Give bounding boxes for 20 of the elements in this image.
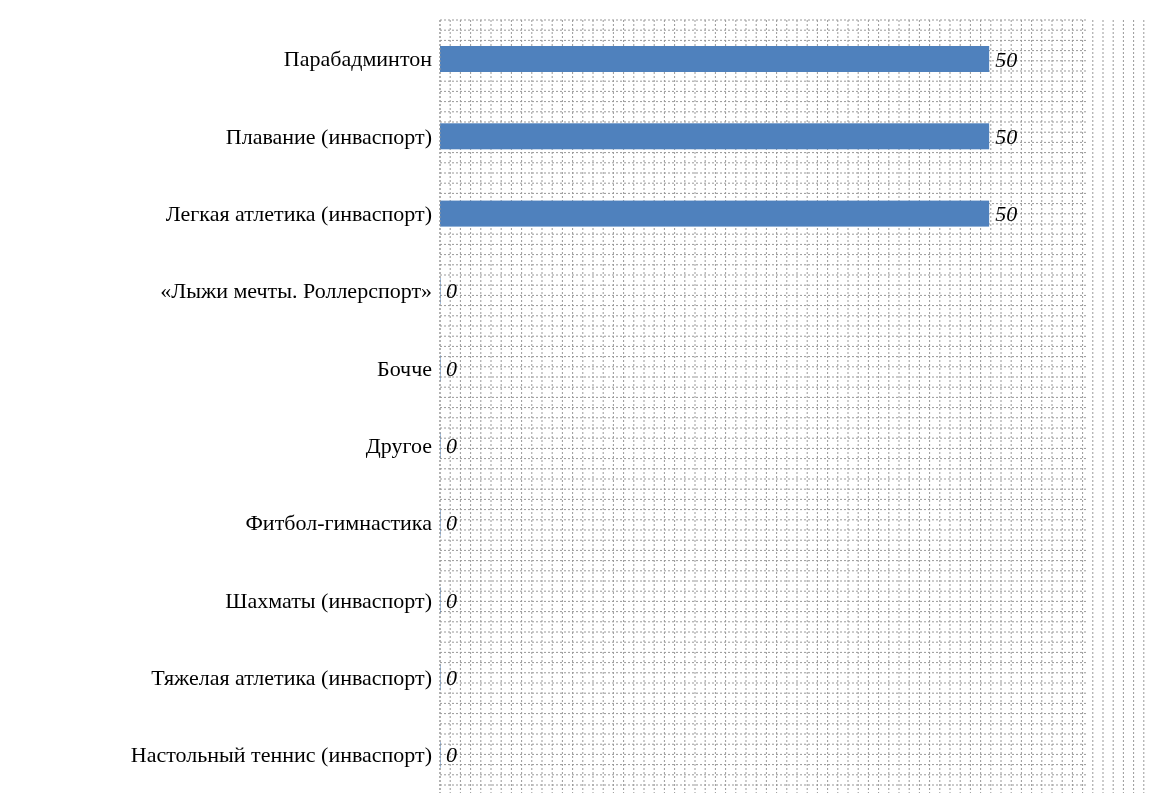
y-tick-label: Тяжелая атлетика (инваспорт): [151, 664, 432, 690]
data-label: 50: [995, 123, 1018, 149]
data-label: 0: [446, 664, 457, 690]
y-tick-label: «Лыжи мечты. Роллерспорт»: [160, 278, 432, 304]
y-tick-label: Шахматы (инваспорт): [225, 587, 432, 613]
data-label: 0: [446, 433, 457, 458]
data-label: 0: [446, 510, 457, 536]
y-tick-label: Другое: [365, 432, 432, 458]
y-tick-label: Фитбол-гимнастика: [245, 510, 433, 536]
data-label: 50: [995, 201, 1018, 227]
y-tick-label: Бочче: [377, 355, 432, 381]
y-tick-label: Настольный теннис (инваспорт): [130, 742, 432, 768]
data-label: 0: [446, 355, 457, 381]
y-tick-label: Плавание (инваспорт): [225, 123, 432, 149]
data-label: 50: [995, 46, 1018, 72]
y-tick-label: Парабадминтон: [283, 46, 433, 72]
data-label: 0: [446, 587, 457, 613]
data-label: 0: [446, 278, 457, 304]
data-label: 0: [446, 742, 457, 768]
y-tick-label: Легкая атлетика (инваспорт): [165, 201, 432, 227]
